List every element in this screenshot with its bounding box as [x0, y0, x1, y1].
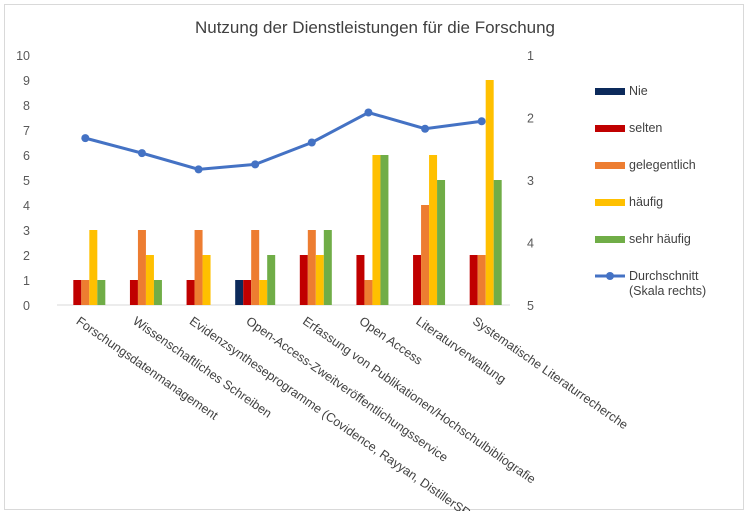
- bar: [372, 155, 381, 305]
- bar: [315, 255, 324, 305]
- bar: [323, 230, 332, 305]
- bar: [202, 255, 211, 305]
- bar: [137, 230, 146, 305]
- bar: [243, 280, 252, 305]
- chart: Nutzung der Dienstleistungen für die For…: [16, 18, 706, 516]
- bar: [81, 280, 90, 305]
- y-axis-left: 0 1 2 3 4 5 6 7 8 9 10: [16, 49, 30, 313]
- y2-tick-label: 2: [527, 112, 534, 126]
- y-tick-label: 4: [23, 199, 30, 213]
- average-point: [477, 117, 486, 126]
- legend-swatch: [595, 125, 625, 132]
- y-tick-label: 6: [23, 149, 30, 163]
- bar: [485, 80, 494, 305]
- average-line: [81, 108, 486, 174]
- legend-swatch: [595, 88, 625, 95]
- y2-tick-label: 3: [527, 174, 534, 188]
- legend-swatch: [595, 199, 625, 206]
- bar: [356, 255, 365, 305]
- y-tick-label: 10: [16, 49, 30, 63]
- bar: [364, 280, 373, 305]
- bar: [469, 255, 478, 305]
- y2-tick-label: 5: [527, 299, 534, 313]
- y-tick-label: 5: [23, 174, 30, 188]
- bar: [251, 230, 260, 305]
- bar: [307, 230, 316, 305]
- legend-label: sehr häufig: [629, 232, 691, 246]
- legend-swatch: [595, 162, 625, 169]
- legend-label: Durchschnitt: [629, 269, 699, 283]
- x-axis: ForschungsdatenmanagementWissenschaftlic…: [74, 314, 631, 516]
- legend-label: Nie: [629, 84, 648, 98]
- x-tick-label: Open-Access-Zweitveröffentlichungsservic…: [243, 314, 450, 465]
- bar: [380, 155, 389, 305]
- bar: [235, 280, 244, 305]
- legend-label: (Skala rechts): [629, 284, 706, 298]
- average-point: [251, 160, 260, 169]
- bar: [73, 280, 82, 305]
- legend-label: häufig: [629, 195, 663, 209]
- bar: [194, 230, 203, 305]
- y-tick-label: 0: [23, 299, 30, 313]
- bar: [299, 255, 308, 305]
- chart-title: Nutzung der Dienstleistungen für die For…: [195, 18, 555, 37]
- average-point: [364, 108, 373, 117]
- bar: [145, 255, 154, 305]
- bar: [437, 180, 446, 305]
- y-tick-label: 1: [23, 274, 30, 288]
- y-tick-label: 3: [23, 224, 30, 238]
- average-point: [421, 124, 430, 133]
- bar: [267, 255, 276, 305]
- bar: [97, 280, 106, 305]
- y-tick-label: 7: [23, 124, 30, 138]
- bar: [153, 280, 162, 305]
- y-tick-label: 8: [23, 99, 30, 113]
- bar: [493, 180, 502, 305]
- bar: [129, 280, 138, 305]
- y-tick-label: 9: [23, 74, 30, 88]
- bar: [259, 280, 268, 305]
- legend: Nie selten gelegentlich häufig sehr häufig Du…: [595, 84, 706, 298]
- bar: [413, 255, 422, 305]
- average-point: [81, 134, 90, 143]
- average-point: [307, 138, 316, 147]
- chart-frame: Nutzung der Dienstleistungen für die For…: [4, 4, 744, 516]
- legend-label: selten: [629, 121, 662, 135]
- bar: [89, 230, 98, 305]
- y-axis-right: 1 2 3 4 5: [527, 49, 534, 313]
- legend-line-marker: [606, 272, 614, 280]
- bar: [186, 280, 195, 305]
- legend-label: gelegentlich: [629, 158, 696, 172]
- y2-tick-label: 1: [527, 49, 534, 63]
- average-point: [137, 149, 146, 158]
- bar: [477, 255, 486, 305]
- bar: [429, 155, 438, 305]
- bar: [421, 205, 430, 305]
- average-point: [194, 165, 203, 174]
- bars: [73, 80, 502, 305]
- y2-tick-label: 4: [527, 237, 534, 251]
- legend-swatch: [595, 236, 625, 243]
- y-tick-label: 2: [23, 249, 30, 263]
- average-line-path: [84, 110, 482, 171]
